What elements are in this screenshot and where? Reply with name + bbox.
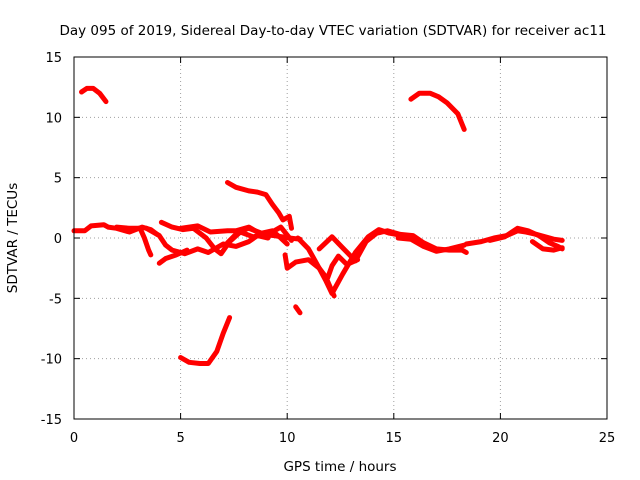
y-tick-label: -10: [41, 353, 62, 368]
x-tick-label: 15: [386, 431, 403, 446]
series-line-arc-1: [79, 85, 109, 105]
series-line-arc-15: [325, 253, 361, 281]
y-tick-label: 5: [54, 172, 62, 187]
axis-ticks: 0 5 10 15 20 25 -15 -10 -5 0 5 10 15: [41, 51, 616, 446]
series-layer: [71, 85, 565, 366]
x-tick-label: 25: [599, 431, 616, 446]
series-line-arc-5: [156, 247, 190, 266]
series-line-arc-9: [225, 180, 294, 231]
series-line-arc-19: [487, 225, 565, 252]
x-axis-label: GPS time / hours: [283, 459, 396, 475]
y-tick-label: -15: [41, 413, 62, 428]
series-line-arc-11: [293, 304, 303, 316]
x-tick-label: 20: [492, 431, 509, 446]
x-tick-label: 5: [176, 431, 184, 446]
x-tick-label: 10: [279, 431, 296, 446]
y-tick-label: 0: [54, 232, 62, 247]
series-line-arc-8: [225, 225, 290, 247]
series-line-arc-4: [144, 225, 271, 257]
y-tick-label: 10: [45, 111, 62, 126]
grid-lines: [74, 57, 607, 419]
x-tick-label: 0: [70, 431, 78, 446]
plot-frame: [73, 56, 608, 420]
series-line-arc-3: [114, 224, 154, 258]
y-axis-label: SDTVAR / TECUs: [5, 183, 21, 293]
y-tick-label: -5: [49, 292, 62, 307]
series-line-arc-16: [395, 235, 467, 254]
y-tick-label: 15: [45, 51, 62, 66]
series-line-arc-10: [178, 315, 233, 366]
chart-title: Day 095 of 2019, Sidereal Day-to-day VTE…: [59, 23, 606, 39]
series-line-arc-17: [408, 90, 467, 132]
series-line-arc-20: [529, 239, 565, 253]
